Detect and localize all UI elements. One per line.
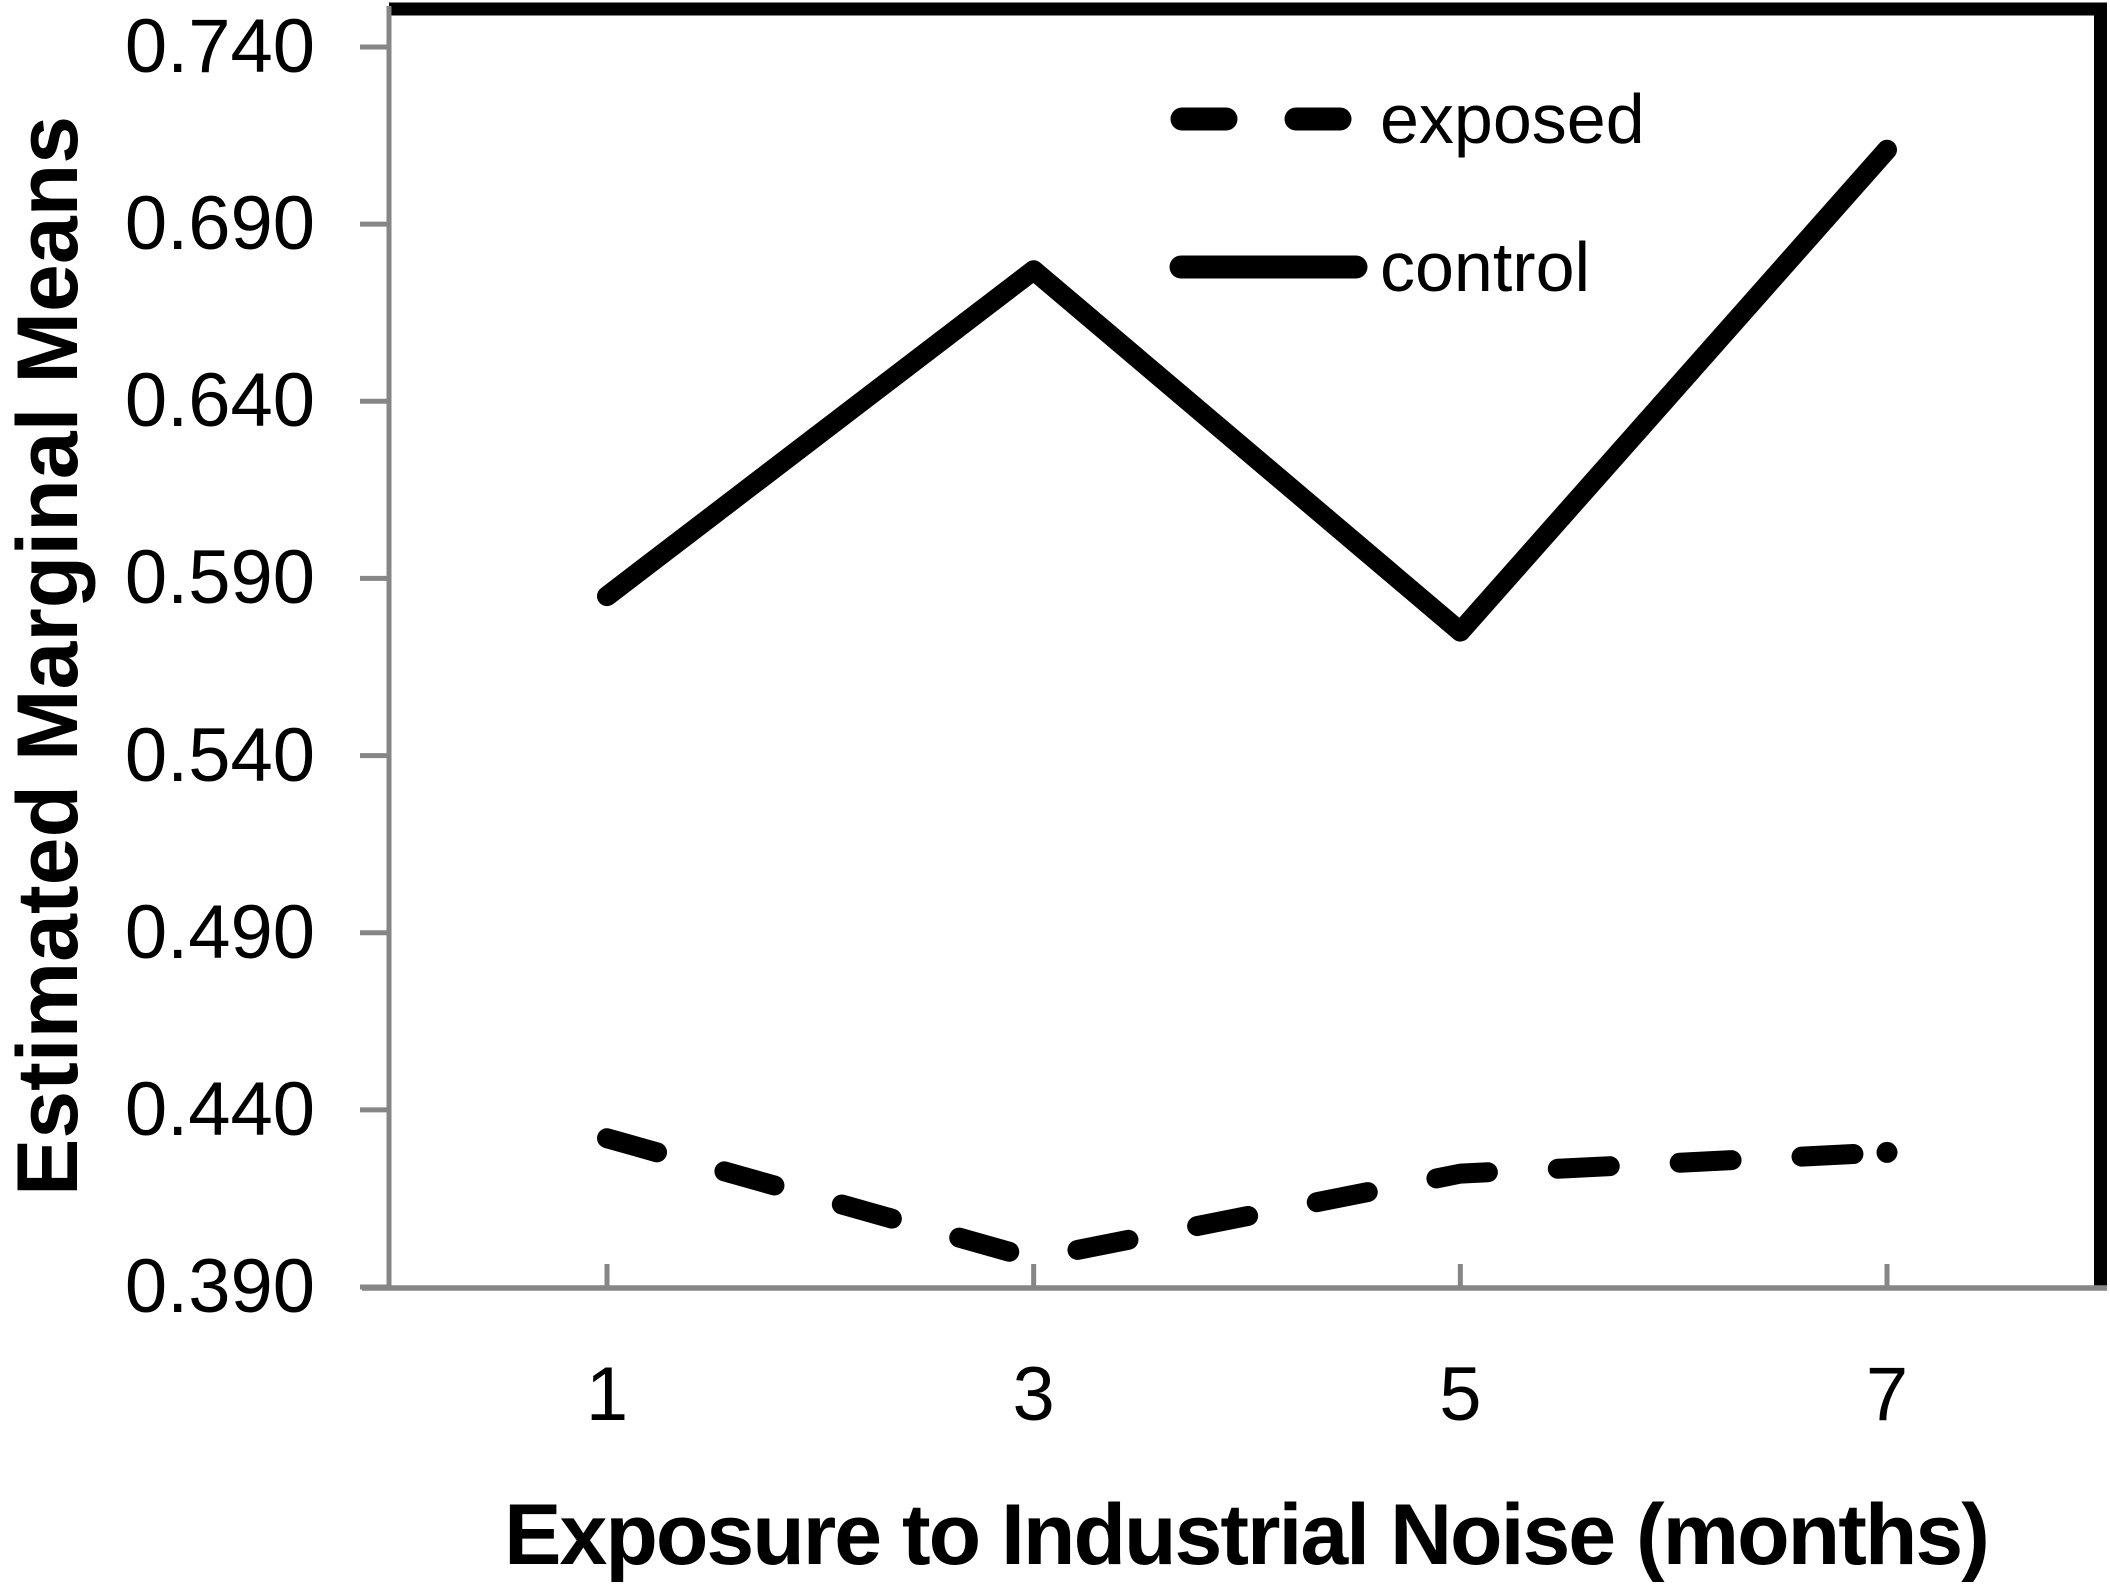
x-axis-title: Exposure to Industrial Noise (months) — [504, 1487, 1990, 1583]
y-tick-label: 0.390 — [124, 1244, 315, 1329]
plot-border — [389, 2, 2107, 1288]
control-line — [597, 139, 1897, 642]
y-axis-title: Estimated Marginal Means — [0, 115, 96, 1197]
y-tick-label: 0.440 — [124, 1066, 315, 1152]
x-tick-label: 7 — [1865, 1352, 1909, 1437]
x-tick-label: 3 — [1012, 1352, 1055, 1437]
y-tick-label: 0.690 — [124, 181, 315, 267]
exposed-end-dot — [1876, 1141, 1898, 1163]
x-tick-label: 5 — [1439, 1352, 1482, 1437]
y-tick-label: 0.740 — [124, 4, 315, 89]
y-tick-label: 0.590 — [124, 535, 315, 621]
exposed-line — [597, 1128, 1897, 1269]
y-tick-label: 0.640 — [124, 358, 315, 444]
x-tick-label: 1 — [585, 1352, 629, 1437]
legend-label-exposed: exposed — [1380, 80, 1645, 158]
y-tick-label: 0.540 — [124, 712, 315, 798]
y-tick-label: 0.490 — [124, 889, 315, 975]
legend-label-control: control — [1380, 228, 1591, 306]
